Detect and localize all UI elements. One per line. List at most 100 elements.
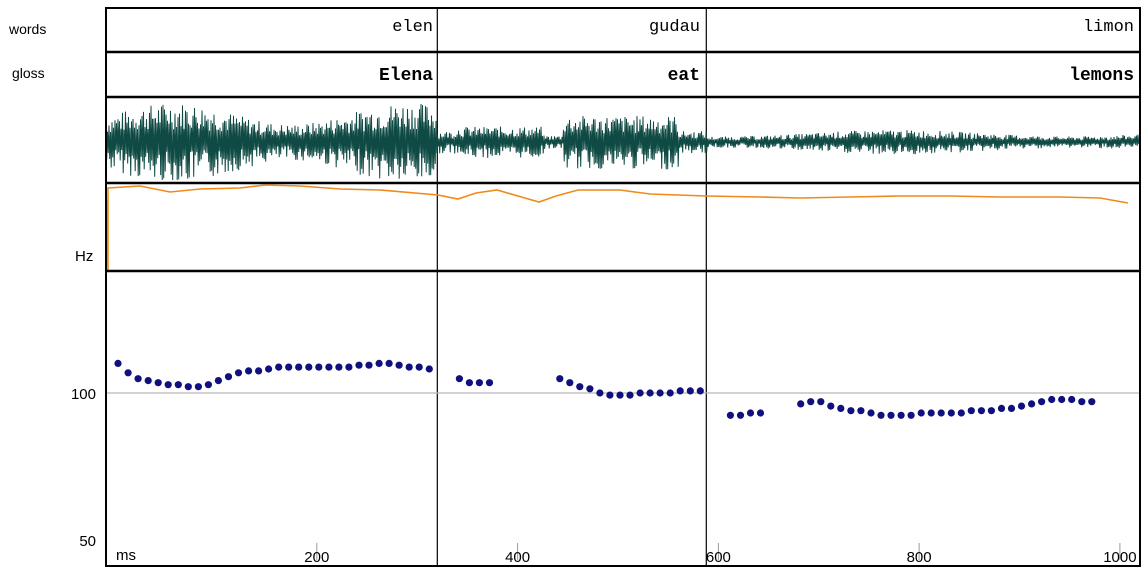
pitch-point — [656, 389, 664, 397]
pitch-point — [997, 404, 1006, 412]
pitch-point — [285, 363, 293, 371]
pitch-point — [325, 363, 333, 371]
pitch-point — [957, 409, 965, 417]
pitch-point — [395, 361, 403, 369]
pitch-point — [415, 363, 423, 371]
pitch-point — [224, 373, 233, 381]
pitch-point — [124, 369, 132, 377]
pitch-point — [626, 391, 634, 399]
pitch-point — [184, 383, 192, 391]
x-tick-label-400: 400 — [505, 549, 530, 566]
pitch-point — [295, 363, 303, 371]
pitch-point — [857, 407, 865, 415]
plot-border — [105, 7, 1141, 567]
pitch-point — [1048, 395, 1056, 404]
pitch-point — [967, 407, 975, 415]
words-tier-label: words — [9, 21, 47, 37]
pitch-point — [907, 411, 915, 419]
x-tick-label-800: 800 — [907, 549, 932, 566]
pitch-point — [485, 379, 494, 387]
pitch-point — [726, 411, 735, 419]
pitch-point — [425, 365, 433, 373]
word-cell-3: limon — [1082, 18, 1134, 37]
pitch-point — [1058, 395, 1066, 404]
pitch-point — [927, 409, 935, 417]
pitch-point — [1017, 402, 1026, 410]
pitch-point — [255, 367, 263, 375]
gloss-cell-2: eat — [667, 66, 700, 86]
pitch-point — [134, 375, 142, 383]
pitch-point — [817, 398, 825, 406]
pitch-point — [636, 389, 644, 397]
pitch-point — [937, 409, 945, 417]
pitch-point — [345, 363, 353, 371]
pitch-point — [746, 409, 755, 417]
pitch-point — [154, 379, 162, 387]
pitch-point — [405, 363, 413, 371]
pitch-point — [576, 383, 584, 391]
word-cell-1: elen — [392, 18, 433, 37]
pitch-point — [1068, 395, 1076, 404]
pitch-point — [245, 367, 253, 375]
pitch-point — [686, 387, 694, 395]
pitch-point — [475, 379, 483, 387]
pitch-point — [385, 359, 393, 367]
pitch-point — [1078, 398, 1086, 406]
pitch-point — [676, 387, 684, 395]
pitch-point — [1028, 400, 1036, 408]
pitch-point — [566, 379, 574, 387]
pitch-point — [204, 381, 212, 389]
pitch-point — [556, 375, 564, 383]
pitch-point — [616, 391, 624, 399]
y-tick-label-100: 100 — [71, 386, 96, 403]
pitch-point — [144, 377, 152, 385]
intensity-curve — [105, 184, 1129, 272]
waveform — [105, 103, 1141, 181]
x-tick-label-1000: 1000 — [1103, 549, 1136, 566]
pitch-point — [465, 379, 473, 387]
pitch-point — [917, 409, 925, 417]
pitch-point — [1038, 398, 1046, 406]
pitch-point — [756, 409, 765, 417]
pitch-point — [455, 375, 463, 383]
pitch-point — [355, 361, 363, 369]
pitch-point — [174, 381, 182, 389]
pitch-point — [315, 363, 323, 371]
y-tick-label-50: 50 — [79, 533, 96, 550]
pitch-point — [897, 411, 905, 419]
pitch-point — [305, 363, 313, 371]
pitch-point — [1088, 398, 1096, 406]
pitch-point — [646, 389, 654, 397]
pitch-point — [987, 407, 996, 415]
pitch-point — [114, 359, 122, 367]
pitch-point — [947, 409, 955, 417]
pitch-point — [365, 361, 373, 369]
gloss-cell-3: lemons — [1069, 66, 1134, 86]
pitch-point — [335, 363, 343, 371]
pitch-point — [214, 377, 222, 385]
pitch-point — [164, 381, 172, 389]
pitch-point — [696, 387, 704, 395]
pitch-point — [194, 383, 202, 391]
gloss-tier-label: gloss — [12, 65, 45, 81]
pitch-point — [977, 407, 986, 415]
pitch-point — [827, 402, 835, 410]
word-cell-2: gudau — [648, 18, 700, 37]
pitch-point — [275, 363, 283, 371]
pitch-point — [666, 389, 674, 397]
pitch-point — [887, 411, 895, 419]
pitch-point — [234, 369, 243, 377]
pitch-point — [265, 365, 273, 373]
hz-unit-label: Hz — [75, 248, 94, 265]
pitch-point — [847, 407, 855, 415]
pitch-point — [736, 411, 745, 419]
gloss-cell-1: Elena — [378, 66, 433, 86]
pitch-point — [1007, 404, 1016, 412]
x-tick-label-600: 600 — [706, 549, 731, 566]
pitch-point — [807, 398, 815, 406]
pitch-point — [837, 404, 845, 412]
pitch-point — [877, 411, 885, 419]
pitch-point — [867, 409, 875, 417]
